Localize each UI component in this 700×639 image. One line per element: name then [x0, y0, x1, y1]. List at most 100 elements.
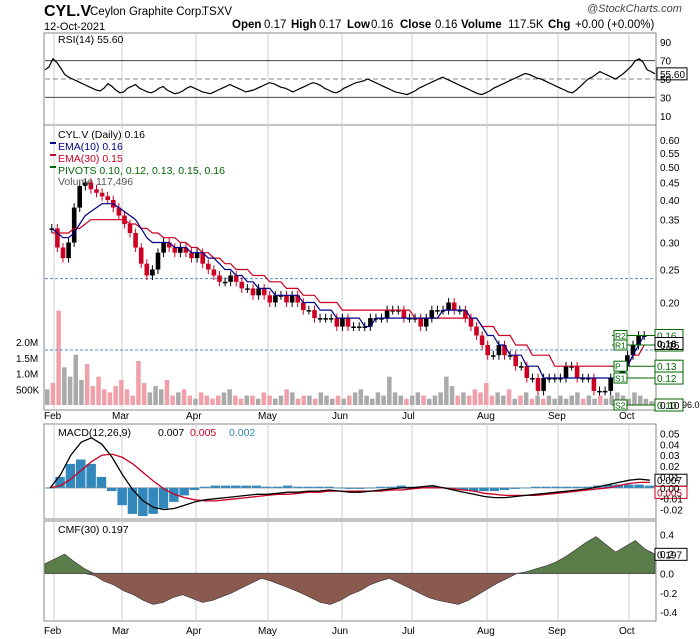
candle-body: [323, 318, 328, 320]
candle-body: [273, 295, 278, 303]
volume-bar: [124, 389, 130, 405]
candle-body: [491, 355, 496, 357]
price-tick-label: 0.15: [660, 341, 680, 352]
last-price-label: 0.16: [657, 339, 677, 350]
volume-bar: [643, 398, 649, 405]
candle-body: [99, 192, 105, 197]
candle-body: [206, 263, 211, 270]
macd-tick-label: 0.02: [660, 462, 680, 473]
volume-bar: [398, 395, 403, 405]
cmf-tick-label: 0.4: [660, 531, 674, 542]
volume-bar: [404, 398, 409, 405]
volume-bar: [273, 398, 278, 405]
price-tick-label: 0.30: [660, 239, 680, 250]
volume-bar: [352, 392, 358, 405]
macd-histogram-bar: [65, 463, 76, 488]
volume-bar: [466, 395, 472, 405]
legend-ema30: EMA(30) 0.15: [58, 153, 123, 165]
candle-body: [558, 378, 563, 380]
macd-histogram-bar: [375, 486, 386, 488]
volume-bar: [489, 395, 495, 405]
macd-histogram-bar: [86, 463, 96, 488]
macd-panel: [43, 423, 657, 520]
candle-body: [94, 189, 99, 193]
volume-bar: [187, 395, 192, 405]
rsi-tick-label: 70: [660, 57, 672, 68]
candle-body: [233, 275, 239, 282]
candle-body: [468, 318, 474, 327]
macd-histogram-bar: [76, 459, 86, 488]
macd-histogram-bar: [138, 487, 148, 517]
candle-body: [396, 310, 401, 312]
month-label: Mar: [112, 411, 130, 422]
volume-bar: [147, 392, 153, 405]
volume-bar: [181, 389, 187, 405]
volume-bar: [438, 392, 443, 405]
volume-bar: [409, 395, 415, 405]
candle-body: [608, 378, 613, 391]
volume-bar: [318, 392, 324, 405]
volume-bar: [444, 376, 449, 405]
signal-current-box: [654, 485, 688, 499]
candle-body: [574, 366, 580, 378]
cmf-legend-text: CMF(30) 0.197: [58, 524, 129, 536]
macd-histogram-bar: [55, 476, 65, 488]
volume-bar: [506, 389, 512, 405]
candle-body: [200, 252, 205, 264]
cmf-negative-area: [44, 573, 656, 605]
macd-legend-macd: 0.007: [158, 427, 184, 439]
candle-body: [284, 295, 289, 303]
candle-body: [356, 326, 362, 328]
ema10-line: [51, 203, 645, 379]
macd-histogram-bar: [365, 487, 375, 489]
macd-histogram-bar: [603, 484, 613, 488]
macd-legend-prefix: MACD(12,26,9): [58, 427, 131, 439]
candle-body: [245, 288, 250, 290]
candle-body: [597, 390, 602, 393]
candle-body: [368, 318, 373, 327]
volume-bar: [233, 395, 238, 405]
volume-bar: [626, 398, 631, 405]
company-name: Ceylon Graphite Corp.: [90, 6, 204, 18]
candle-body: [83, 182, 88, 186]
macd-histogram-bar: [96, 476, 107, 488]
candle-body: [317, 318, 323, 320]
price-legend: CYL.V (Daily) 0.16 EMA(10) 0.16 EMA(30) …: [50, 129, 225, 188]
macd-histogram-bar: [572, 486, 582, 488]
volume-bar: [603, 398, 609, 405]
cmf-current-box: [654, 547, 688, 561]
macd-tick-label: 0.05: [660, 429, 680, 440]
volume-bar: [632, 392, 637, 405]
candle-body: [116, 207, 122, 216]
volume-bar: [541, 398, 546, 405]
candle-body: [552, 378, 558, 380]
candle-body: [77, 185, 82, 208]
candle-body: [580, 378, 585, 380]
candle-body: [485, 345, 490, 356]
rsi-current-box: [656, 67, 688, 81]
macd-histogram-bar: [334, 487, 344, 489]
volume-tick-label: 500K: [16, 385, 40, 396]
macd-histogram-bar: [127, 487, 138, 514]
macd-histogram-bar: [499, 487, 510, 490]
candle-body: [463, 310, 468, 319]
rsi-legend-text: RSI(14) 55.60: [58, 34, 124, 46]
candle-body: [524, 366, 530, 378]
candle-body: [412, 318, 418, 320]
low-value: 0.16: [371, 19, 393, 31]
price-tick-label: 0.35: [660, 216, 680, 227]
volume-bar: [415, 392, 421, 405]
candle-body: [384, 310, 390, 319]
candle-body: [591, 378, 597, 391]
month-label: Aug: [477, 626, 495, 637]
open-value: 0.17: [264, 19, 286, 31]
candle-body: [479, 335, 485, 345]
volume-bar: [153, 386, 158, 405]
volume-bar: [136, 361, 141, 405]
macd-histogram-bar: [220, 485, 231, 488]
volume-bar: [427, 398, 432, 405]
macd-histogram-bar: [355, 487, 365, 489]
candle-body: [345, 318, 351, 327]
rsi-legend: RSI(14) 55.60: [58, 34, 124, 46]
